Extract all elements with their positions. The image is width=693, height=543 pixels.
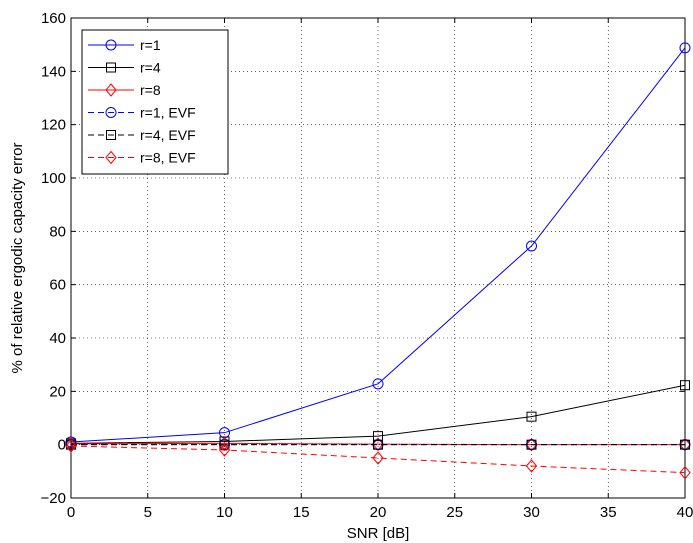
x-tick-label: 10 bbox=[216, 504, 233, 521]
data-point bbox=[372, 451, 384, 465]
legend-label: r=4 bbox=[140, 60, 161, 76]
data-point bbox=[679, 465, 691, 480]
y-tick-label: 120 bbox=[41, 117, 66, 134]
y-tick-label: 40 bbox=[49, 330, 66, 347]
legend-label: r=1 bbox=[140, 37, 161, 53]
x-tick-label: 20 bbox=[370, 504, 387, 521]
data-point bbox=[679, 437, 691, 452]
legend-box bbox=[81, 29, 229, 175]
series-line bbox=[70, 445, 686, 474]
data-point bbox=[372, 378, 384, 390]
series-0 bbox=[65, 42, 691, 448]
y-tick-label: 160 bbox=[41, 10, 66, 27]
y-tick-label: 80 bbox=[49, 223, 66, 240]
legend-entry: r=1, EVF bbox=[88, 105, 196, 121]
data-point bbox=[526, 411, 537, 422]
data-point bbox=[65, 439, 77, 453]
y-tick-label: 100 bbox=[41, 170, 66, 187]
legend-label: r=8, EVF bbox=[140, 150, 196, 166]
data-point bbox=[680, 439, 690, 450]
x-tick-label: 15 bbox=[293, 504, 310, 521]
x-axis-label: SNR [dB] bbox=[347, 525, 410, 542]
x-tick-label: 40 bbox=[677, 504, 693, 521]
y-tick-label: −20 bbox=[41, 490, 66, 507]
legend-entry: r=8, EVF bbox=[88, 150, 196, 166]
series-line bbox=[70, 47, 686, 443]
data-point bbox=[373, 439, 383, 450]
data-point bbox=[525, 437, 538, 452]
x-tick-label: 25 bbox=[446, 504, 463, 521]
legend-entry: r=4 bbox=[88, 60, 161, 76]
data-point bbox=[525, 459, 538, 473]
legend-marker bbox=[105, 107, 117, 118]
y-tick-label: 140 bbox=[41, 63, 66, 80]
legend-entry: r=1 bbox=[88, 37, 161, 53]
legend-label: r=8 bbox=[140, 82, 161, 98]
data-point bbox=[680, 380, 690, 391]
legend-label: r=1, EVF bbox=[140, 105, 196, 121]
legend-marker bbox=[105, 150, 117, 165]
x-tick-label: 30 bbox=[523, 504, 540, 521]
legend: r=1 r=4 r=8 r=1, EVF r=4, EVF r=8, EVF bbox=[81, 29, 229, 175]
x-tick-label: 0 bbox=[67, 504, 75, 521]
legend-marker bbox=[106, 62, 116, 73]
y-axis-label: % of relative ergodic capacity error bbox=[9, 143, 26, 374]
legend-entry: r=8 bbox=[88, 82, 161, 98]
legend-label: r=4, EVF bbox=[140, 127, 196, 143]
y-tick-label: 20 bbox=[49, 383, 66, 400]
y-tick-label: 60 bbox=[49, 277, 66, 294]
legend-marker bbox=[106, 130, 116, 140]
x-tick-label: 35 bbox=[600, 504, 617, 521]
legend-entry: r=4, EVF bbox=[88, 127, 196, 143]
series-group bbox=[65, 42, 691, 480]
series-5 bbox=[65, 439, 691, 480]
data-point bbox=[218, 443, 231, 457]
data-point bbox=[526, 439, 537, 450]
data-point bbox=[219, 439, 230, 450]
data-point bbox=[526, 240, 537, 252]
y-tick-label: 0 bbox=[58, 437, 66, 454]
legend-marker bbox=[105, 39, 117, 51]
x-tick-label: 5 bbox=[144, 504, 152, 521]
data-point bbox=[679, 42, 691, 54]
legend-marker bbox=[105, 83, 117, 97]
series-line bbox=[70, 384, 686, 444]
